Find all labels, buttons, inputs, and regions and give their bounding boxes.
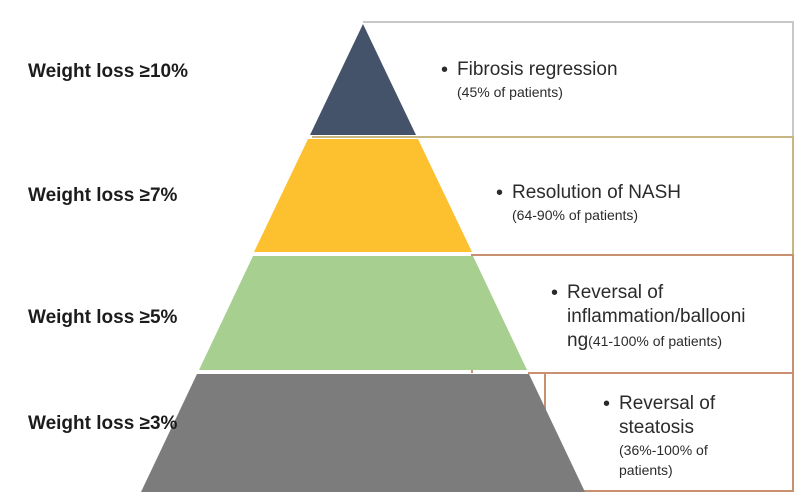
pyramid-tier2-shape [254, 139, 472, 252]
pyramid-tier4-shape [141, 374, 585, 492]
box2-right-border [792, 136, 794, 256]
annotation-detail: (64-90% of patients) [512, 207, 639, 223]
annotation-steatosis-reversal: • Reversal of steatosis (36%-100% of pat… [603, 392, 715, 480]
annotation-title-line1: Reversal of [619, 393, 716, 414]
annotation-title: Resolution of NASH [512, 182, 681, 203]
annotation-title-line1: Reversal of [567, 282, 664, 303]
annotation-body: Reversal of steatosis (36%-100% of patie… [619, 392, 715, 480]
annotation-body: Resolution of NASH (64-90% of patients) [512, 181, 681, 225]
annotation-detail-line2: patients) [619, 462, 673, 478]
bullet-icon: • [603, 393, 611, 415]
weight-loss-label-10pct: Weight loss ≥10% [28, 61, 189, 82]
annotation-detail: (45% of patients) [457, 84, 563, 100]
annotation-inflammation-reversal: • Reversal of inflammation/ballooni ng(4… [551, 281, 746, 353]
bullet-icon: • [441, 59, 449, 81]
box2-top-border [312, 136, 794, 138]
annotation-title: Fibrosis regression [457, 59, 618, 80]
box3-box4-right-border [792, 254, 794, 492]
box1-right-border [792, 21, 794, 138]
weight-loss-label-3pct: Weight loss ≥3% [28, 413, 178, 434]
annotation-title-line2: steatosis [619, 417, 694, 438]
box3-top-border [471, 254, 794, 256]
weight-loss-label-7pct: Weight loss ≥7% [28, 185, 178, 206]
annotation-fibrosis-regression: • Fibrosis regression (45% of patients) [441, 58, 618, 102]
annotation-nash-resolution: • Resolution of NASH (64-90% of patients… [496, 181, 681, 225]
annotation-title-line2: inflammation/ballooni [567, 306, 746, 327]
annotation-body: Reversal of inflammation/ballooni ng(41-… [567, 281, 746, 353]
pyramid-tier3-shape [199, 256, 527, 370]
annotation-detail: (41-100% of patients) [588, 333, 723, 349]
annotation-detail-line1: (36%-100% of [619, 442, 708, 458]
annotation-title-fragment: ng [567, 330, 589, 351]
bullet-icon: • [496, 182, 504, 204]
box1-top-border [363, 21, 794, 23]
weight-loss-label-5pct: Weight loss ≥5% [28, 307, 178, 328]
pyramid-tier1-shape [310, 24, 416, 135]
annotation-body: Fibrosis regression (45% of patients) [457, 58, 618, 102]
box4-top-border [528, 372, 794, 374]
bullet-icon: • [551, 282, 559, 304]
annotation-title-line3: ng(41-100% of patients) [567, 329, 746, 353]
box4-bottom-border [545, 490, 794, 492]
